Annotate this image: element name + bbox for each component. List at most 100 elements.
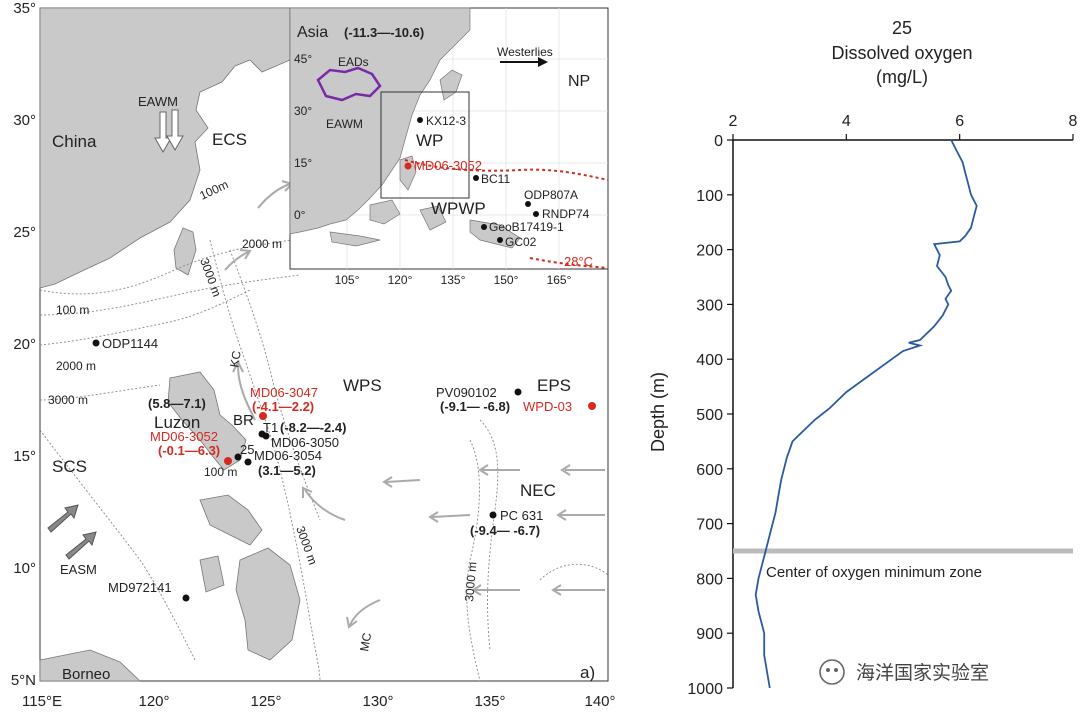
site-dot-25 [234,453,242,461]
inset-md-label: MD06-3052 [414,158,482,173]
inset-dot-odp807 [525,201,531,207]
eps-label: EPS [537,376,571,395]
china-label: China [52,132,97,151]
inset-study-area-box [380,91,470,199]
y-tick-label: 800 [696,571,723,588]
y-tick-label: 500 [696,407,723,424]
scs-label: SCS [52,457,87,476]
site-label-md972141: MD972141 [108,580,172,595]
inset-islands [329,155,521,249]
inset-lat-ticks: 45° 30° 15° 0° [294,52,312,222]
inset-eads-label: EADs [338,55,369,69]
watermark-text: 海洋国家实验室 [856,662,989,684]
do-profile-chart: 25 Dissolved oxygen (mg/L) Depth (m) Cen… [648,18,1078,698]
inset-odp807-label: ODP807A [524,188,578,202]
lat-tick: 15° [13,448,36,465]
kc-label: KC [227,349,244,368]
contour-label: 2000 m [242,237,282,251]
site-dot-md063054 [244,458,252,466]
x-tick-label: 2 [729,113,738,130]
inset-asia-range: (-11.3—-10.6) [344,25,424,40]
site-label-md063047: MD06-3047 [250,385,318,400]
lat-tick: 25° [13,224,36,241]
inset-bc-label: BC11 [481,172,510,186]
taiwan-island [173,227,197,276]
site-label-odp1144: ODP1144 [102,336,158,351]
inset-lon-tick: 165° [547,273,572,287]
site-label-pv090102: PV090102 [436,385,497,400]
contour-labels: 100m 2000 m 3000 m 100 m 2000 m 3000 m 1… [48,177,479,602]
inset-rndp-label: RNDP74 [542,207,590,221]
westerlies-arrow [500,57,548,67]
site-range-pc631: (-9.4— -6.7) [470,523,540,538]
inset-asia-label: Asia [297,24,328,41]
lat-tick: 5°N [11,672,36,689]
borneo-label: Borneo [62,666,110,683]
contour-label: 100 m [204,465,237,479]
lon-tick: 130° [362,693,393,710]
inset-wp-label: WP [416,131,443,150]
inset-lat-tick: 15° [294,156,312,170]
inset-westerlies-label: Westerlies [497,45,553,59]
inset-dot-bc [473,175,479,181]
y-tick-label: 400 [696,352,723,369]
site-dot-pc631 [489,511,497,519]
region-labels: China ECS EAWM SCS Luzon BR WPS EPS NEC … [52,94,595,683]
panel-a-label: a) [580,663,595,682]
br-label: BR [233,412,254,429]
inset-lon-tick: 120° [388,273,413,287]
lat-tick: 20° [13,336,36,353]
site-range-58: (5.8—7.1) [148,396,206,411]
lon-tick: 115°E [22,693,62,710]
lon-ticks: 115°E 120° 125° 130° 135° 140° [22,693,615,710]
inset-wpwp-label: WPWP [431,199,486,218]
site-dot-wpd03 [588,402,596,410]
chart-xlabel-line2: (mg/L) [876,67,928,87]
site-dot-md063047 [259,412,267,420]
do-series-line [754,139,978,689]
lon-tick: 135° [474,693,505,710]
borneo-landmass [39,649,142,682]
site-range-pv090102: (-9.1— -6.8) [440,399,510,414]
inset-geob-label: GeoB17419-1 [489,220,564,234]
eawm-arrows [154,109,184,154]
easm-label: EASM [60,562,97,577]
inset-eawm-label: EAWM [326,117,363,131]
contour-label: 100 m [56,303,89,317]
lat-ticks: 35° 30° 25° 20° 15° 10° 5°N [11,0,36,689]
inset-np-label: NP [568,73,590,90]
lat-tick: 35° [13,0,36,17]
y-tick-label: 0 [714,133,723,150]
contour-label: 3000 m [48,393,88,407]
site-dot-md972141 [182,594,190,602]
wechat-icon-eye [826,668,830,672]
inset-lon-tick: 150° [494,273,519,287]
inset-lon-ticks: 105° 120° 135° 150° 165° [335,273,572,287]
inset-labels: Asia (-11.3—-10.6) EADs Westerlies NP EA… [297,24,593,269]
x-tick-label: 4 [842,113,851,130]
inset-lat-tick: 0° [294,208,306,222]
inset-asia-landmass [289,7,471,235]
y-tick-label: 600 [696,462,723,479]
chart-axes [732,139,1073,688]
inset-dot-geob [481,224,487,230]
isotherm-28c-south [529,257,609,269]
y-tick-label: 300 [696,297,723,314]
contour-label: 2000 m [56,359,96,373]
site-dot-pv090102 [514,388,522,396]
site-range-md063052: (-0.1—6.3) [158,443,220,458]
inset-dot-rndp [533,211,539,217]
y-tick-label: 700 [696,517,723,534]
inset-site-markers [404,117,539,243]
chart-title: 25 [892,18,912,38]
lat-tick: 10° [13,560,36,577]
lon-tick: 140° [584,693,615,710]
site-range-md063054: (3.1—5.2) [258,463,316,478]
wps-label: WPS [343,376,382,395]
inset-lat-tick: 30° [294,104,312,118]
contour-label: 3000 m [462,561,479,602]
site-label-md063052: MD06-3052 [150,429,218,444]
site-label-25: 25 [240,442,254,457]
inset-lon-tick: 105° [335,273,360,287]
site-markers [92,339,596,602]
